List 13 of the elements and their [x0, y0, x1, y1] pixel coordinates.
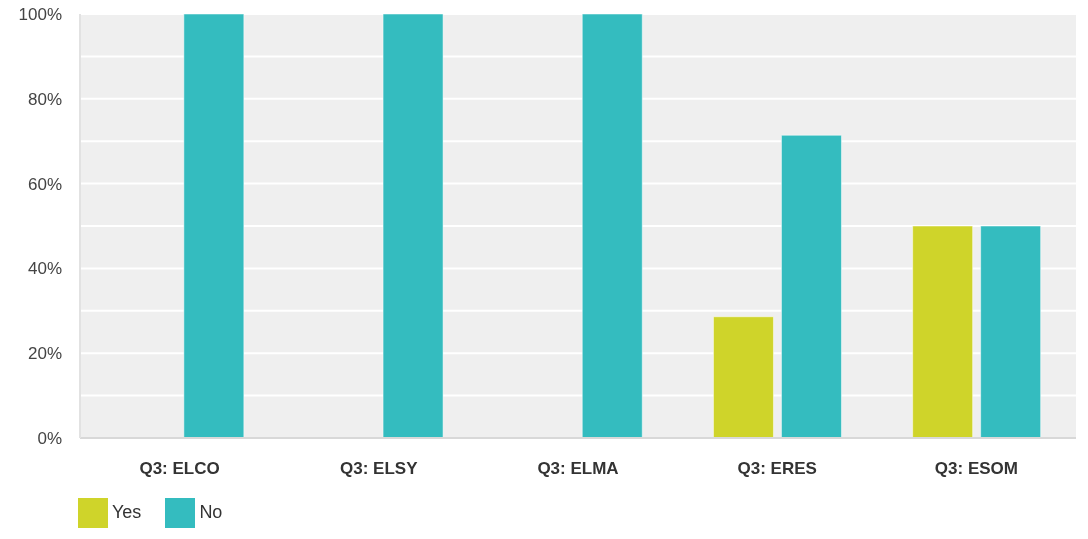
x-tick-label: Q3: ELCO — [139, 459, 220, 479]
x-tick-label: Q3: ESOM — [934, 459, 1018, 479]
y-tick-label: 60% — [27, 174, 62, 194]
x-tick-label: Q3: ERES — [737, 459, 817, 479]
y-tick-label: 100% — [18, 5, 62, 25]
y-tick-label: 20% — [27, 344, 62, 364]
y-tick-label: 80% — [27, 89, 62, 109]
y-tick-label: 0% — [37, 429, 62, 449]
x-tick-label: Q3: ELSY — [340, 459, 419, 479]
legend-label: Yes — [112, 501, 142, 522]
x-tick-label: Q3: ELMA — [537, 459, 619, 479]
legend-label: No — [199, 501, 223, 522]
y-tick-label: 40% — [27, 259, 62, 279]
